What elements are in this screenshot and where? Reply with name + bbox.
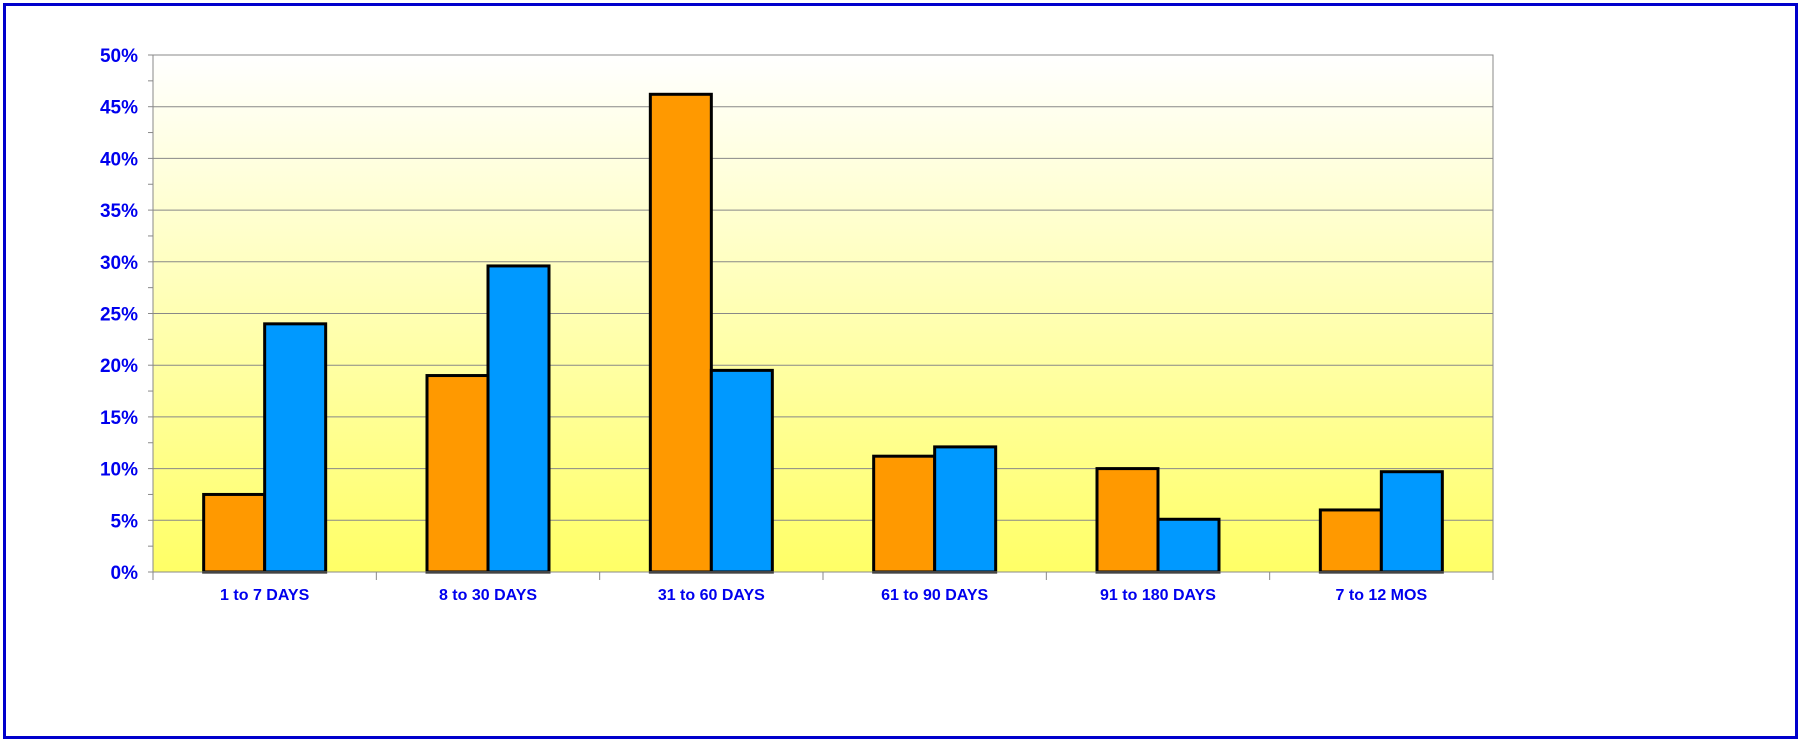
x-tick-label: 61 to 90 DAYS: [881, 587, 988, 604]
y-tick-label: 50%: [100, 46, 138, 67]
x-tick-label: 91 to 180 DAYS: [1100, 587, 1216, 604]
x-tick-label: 1 to 7 DAYS: [220, 587, 310, 604]
bar-series-1: [202, 492, 267, 574]
y-tick-label: 25%: [100, 305, 138, 326]
x-tick-label: 8 to 30 DAYS: [439, 587, 537, 604]
y-tick-label: 10%: [100, 460, 138, 481]
bar-series-1: [425, 374, 490, 574]
bar-series-2: [709, 368, 774, 574]
y-tick-label: 40%: [100, 149, 138, 170]
x-tick-label: 7 to 12 MOS: [1336, 587, 1428, 604]
chart-frame: 0% 5% 10% 15% 20% 25% 30% 35% 40% 45% 50% 1 to 7 D…: [3, 3, 1798, 739]
y-tick-labels: 0% 5% 10% 15% 20% 25% 30% 35% 40% 45% 50%: [100, 46, 138, 584]
y-tick-label: 15%: [100, 408, 138, 429]
bar-series-2: [1379, 470, 1444, 574]
y-tick-label: 0%: [111, 563, 139, 584]
x-tick-label: 31 to 60 DAYS: [658, 587, 765, 604]
y-tick-label: 45%: [100, 98, 138, 119]
y-tick-label: 5%: [111, 511, 139, 532]
x-tick-labels: 1 to 7 DAYS 8 to 30 DAYS 31 to 60 DAYS 61 t…: [220, 587, 1427, 604]
gridlines: [153, 54, 1493, 521]
bar-series-1: [1095, 467, 1160, 574]
y-tick-label: 30%: [100, 253, 138, 274]
bar-chart: 0% 5% 10% 15% 20% 25% 30% 35% 40% 45% 50% 1 to 7 D…: [100, 46, 1494, 604]
bar-series-1: [648, 92, 713, 574]
bar-series-2: [263, 322, 328, 574]
bar-series-2: [1156, 517, 1221, 574]
y-tick-label: 35%: [100, 201, 138, 222]
axes: [148, 54, 1494, 580]
y-tick-label: 20%: [100, 356, 138, 377]
bar-series-2: [933, 445, 998, 574]
bar-series-1: [872, 454, 937, 574]
bar-series-2: [486, 264, 551, 574]
bar-series-1: [1318, 508, 1383, 574]
